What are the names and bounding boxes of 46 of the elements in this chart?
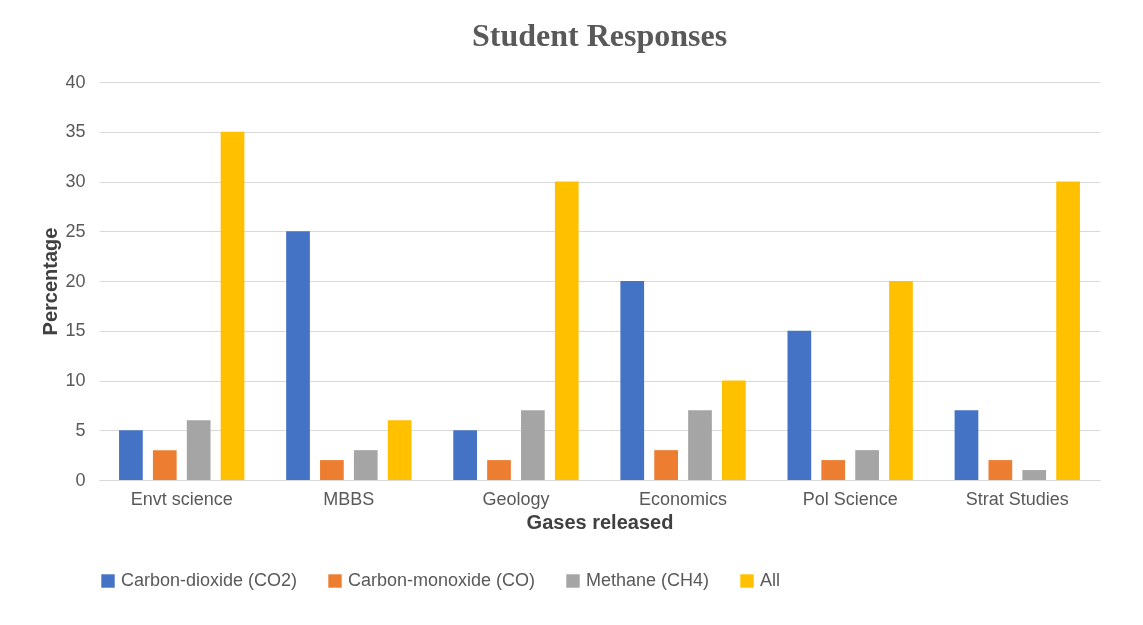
x-axis-title: Gases released [526,510,674,533]
y-tick-label: 30 [65,171,86,191]
bar [353,450,378,480]
bar [954,410,979,480]
bar [119,430,143,480]
x-tick-label: Geology [482,488,550,509]
bar [889,281,913,480]
x-tick-label: Strat Studies [965,488,1069,509]
bar [487,460,511,480]
y-tick-label: 20 [65,270,86,291]
chart-title: Student Responses [471,17,728,53]
bar [186,420,211,480]
bar [152,450,177,480]
y-axis-title: Percentage [39,227,62,336]
bar [821,460,846,480]
y-tick-label: 0 [75,469,86,490]
bar [554,181,579,480]
bar [1056,181,1080,480]
x-tick-label: Economics [639,488,728,509]
bar [722,380,746,480]
x-tick-label: Envt science [130,488,233,509]
bar [1022,470,1047,480]
legend-label: Methane (CH4) [586,570,710,590]
legend-label: Carbon-monoxide (CO) [348,570,536,590]
legend-label: All [760,570,781,590]
bar [521,410,545,480]
bar [286,231,310,480]
x-tick-label: MBBS [323,488,375,509]
bar [620,281,645,480]
bar [387,420,412,480]
y-tick-label: 15 [65,320,86,341]
bar [453,430,477,480]
y-tick-label: 5 [75,419,86,440]
bar [855,450,879,480]
x-tick-label: Pol Science [802,488,898,509]
legend-label: Carbon-dioxide (CO2) [121,570,298,590]
bar [988,460,1013,480]
bar [787,330,812,480]
y-tick-label: 40 [65,71,86,92]
y-tick-label: 35 [65,121,86,142]
y-tick-label: 25 [65,220,86,241]
bar [654,450,678,480]
bar [688,410,712,480]
y-tick-label: 10 [65,370,86,390]
bar [220,131,245,480]
bar [320,460,344,480]
